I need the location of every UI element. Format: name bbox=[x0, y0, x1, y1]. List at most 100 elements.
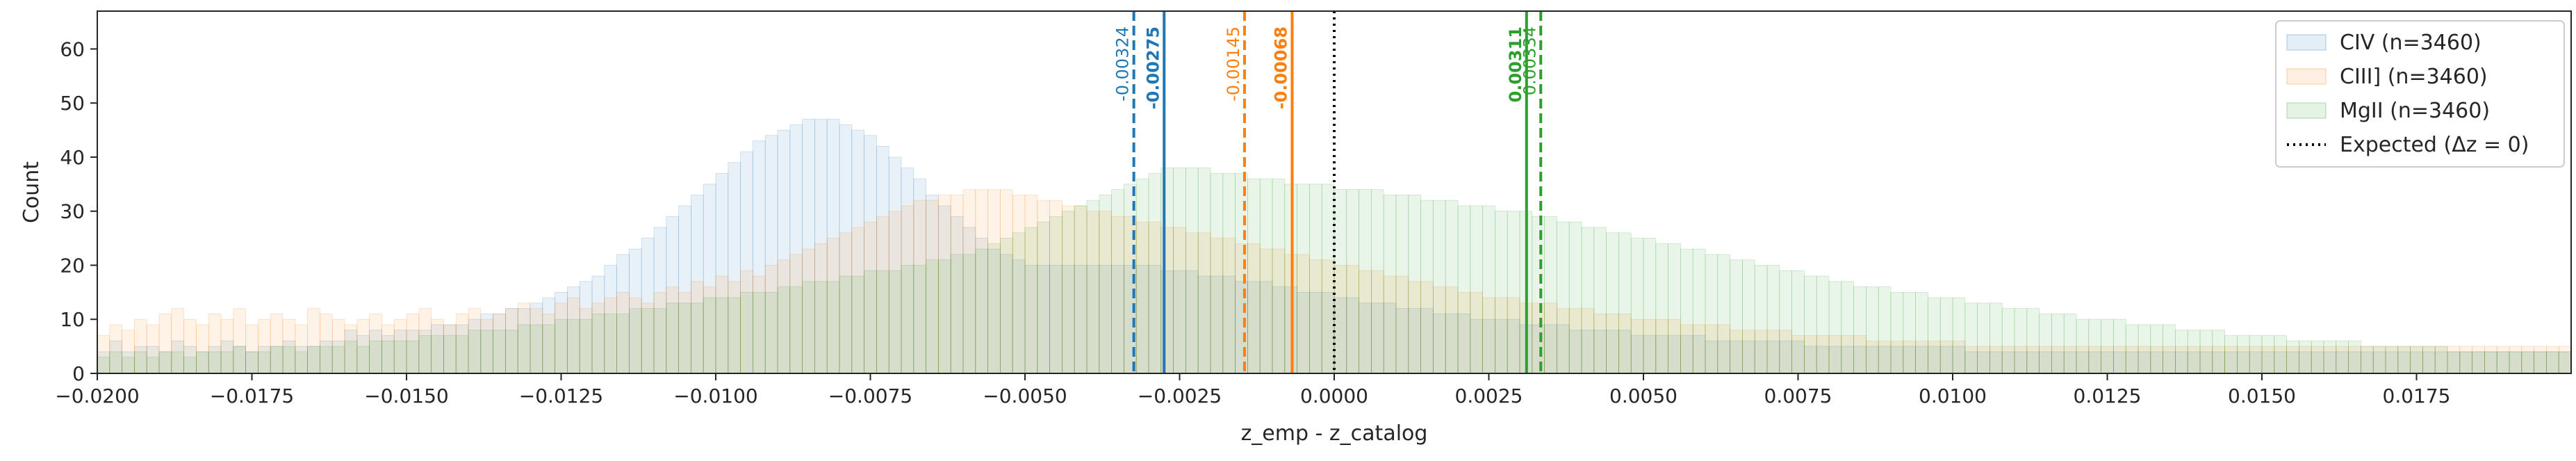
y-tick-label: 50 bbox=[60, 92, 85, 115]
histogram-bar bbox=[1086, 200, 1100, 374]
histogram-bar bbox=[876, 270, 889, 374]
histogram-bar bbox=[2274, 335, 2288, 374]
histogram-bar bbox=[517, 324, 531, 374]
histogram-bar bbox=[1741, 259, 1755, 374]
x-tick-label: −0.0050 bbox=[983, 385, 1067, 407]
histogram-bar bbox=[1730, 259, 1743, 374]
histogram-bar bbox=[122, 357, 135, 374]
histogram-bar bbox=[1952, 297, 1966, 374]
histogram-bar bbox=[195, 351, 209, 374]
histogram-bar bbox=[2187, 330, 2201, 374]
x-tick-label: −0.0100 bbox=[673, 385, 757, 407]
histogram-bar bbox=[604, 314, 617, 374]
histogram-bar bbox=[2360, 346, 2374, 374]
histogram-bar bbox=[505, 330, 518, 374]
histogram-bar bbox=[2323, 340, 2337, 374]
histogram-bar bbox=[1309, 184, 1322, 374]
histogram-bar bbox=[789, 286, 803, 374]
histogram-bar bbox=[814, 281, 828, 374]
histogram-bar bbox=[1853, 286, 1867, 374]
histogram-bar bbox=[2039, 314, 2052, 374]
histogram-bar bbox=[1668, 243, 1681, 374]
histogram-bar bbox=[926, 259, 939, 374]
histogram-bar bbox=[2496, 351, 2510, 374]
histogram-bar bbox=[2472, 351, 2485, 374]
y-tick-label: 20 bbox=[60, 254, 85, 277]
histogram-bar bbox=[233, 346, 246, 374]
histogram-bar bbox=[468, 330, 482, 374]
histogram-bar bbox=[2212, 330, 2226, 374]
histogram-bar bbox=[257, 351, 271, 374]
histogram-bar bbox=[2224, 335, 2238, 374]
x-tick-label: 0.0000 bbox=[1300, 385, 1368, 407]
histogram-bar bbox=[2286, 340, 2299, 374]
histogram-bar bbox=[1507, 211, 1520, 374]
histogram-bar bbox=[1359, 189, 1372, 374]
histogram-bar bbox=[1259, 178, 1273, 374]
histogram-bar bbox=[1346, 189, 1360, 374]
x-axis-label: z_emp - z_catalog bbox=[1241, 421, 1428, 446]
histogram-bar bbox=[1371, 189, 1384, 374]
histogram-bar bbox=[839, 275, 853, 374]
histogram-bar bbox=[1457, 205, 1471, 374]
histogram-bar bbox=[1482, 205, 1495, 374]
histogram-bar bbox=[158, 351, 172, 374]
histogram-bar bbox=[641, 308, 655, 374]
histogram-bar bbox=[1754, 265, 1768, 374]
histogram-bar bbox=[653, 308, 667, 374]
histogram-bar bbox=[295, 351, 308, 374]
histogram-bar bbox=[2298, 340, 2312, 374]
histogram-bar bbox=[901, 265, 914, 374]
histogram-bar bbox=[2484, 351, 2497, 374]
legend: CIV (n=3460) CIII] (n=3460) MgII (n=3460) E… bbox=[2275, 20, 2565, 168]
reference-line-label: 0.00311 bbox=[1506, 26, 1525, 102]
x-tick-label: 0.0125 bbox=[2074, 385, 2142, 407]
histogram-bar bbox=[2336, 340, 2349, 374]
x-tick-label: −0.0025 bbox=[1138, 385, 1222, 407]
histogram-bar bbox=[802, 281, 815, 374]
histogram-bar bbox=[171, 351, 185, 374]
histogram-bar bbox=[2014, 308, 2028, 374]
x-axis: −0.0200 −0.0175 −0.0150 −0.0125 −0.0100 −0.00… bbox=[55, 373, 2450, 407]
histogram-bar bbox=[2051, 314, 2065, 374]
histogram-bar bbox=[1705, 254, 1718, 374]
histogram-bar bbox=[1927, 297, 1941, 374]
histogram-bar bbox=[1272, 178, 1286, 374]
histogram-bar bbox=[2249, 335, 2263, 374]
reference-line-label: -0.00145 bbox=[1224, 26, 1243, 102]
histogram-bar bbox=[740, 291, 753, 374]
histogram-bar bbox=[480, 330, 493, 374]
histogram-bar bbox=[1593, 227, 1607, 374]
histogram-bar bbox=[2521, 351, 2535, 374]
y-tick-label: 40 bbox=[60, 146, 85, 169]
y-axis-label: Count bbox=[19, 161, 44, 223]
histogram-bar bbox=[987, 243, 1001, 374]
histogram-bar bbox=[1903, 291, 1917, 374]
histogram-bar bbox=[975, 248, 989, 374]
histogram-bar bbox=[1779, 270, 1793, 374]
histogram-bar bbox=[962, 254, 976, 374]
histogram-bar bbox=[1135, 178, 1149, 374]
x-tick-label: −0.0075 bbox=[828, 385, 912, 407]
x-tick-label: 0.0175 bbox=[2383, 385, 2451, 407]
histogram-bar bbox=[691, 302, 704, 374]
histogram-bar bbox=[369, 340, 382, 374]
histogram-bar bbox=[2410, 346, 2423, 374]
histogram-bar bbox=[1432, 200, 1446, 374]
histogram-bar bbox=[567, 318, 580, 374]
legend-swatch bbox=[2286, 102, 2327, 119]
reference-line-label: -0.00324 bbox=[1113, 26, 1133, 102]
histogram-bar bbox=[1803, 275, 1817, 374]
histogram-bar bbox=[1532, 216, 1545, 374]
histogram-bar bbox=[1915, 291, 1928, 374]
histogram-bar bbox=[1618, 232, 1632, 374]
histogram-bar bbox=[1173, 168, 1186, 374]
histogram-bar bbox=[616, 314, 630, 374]
histogram-bar bbox=[208, 351, 222, 374]
histogram-bar bbox=[1977, 302, 1990, 374]
x-tick-label: −0.0175 bbox=[210, 385, 294, 407]
histogram-bar bbox=[282, 346, 296, 374]
histogram-bar bbox=[2138, 324, 2151, 374]
histogram-bar bbox=[493, 330, 506, 374]
legend-entry-label: CIV (n=3460) bbox=[2340, 31, 2481, 55]
